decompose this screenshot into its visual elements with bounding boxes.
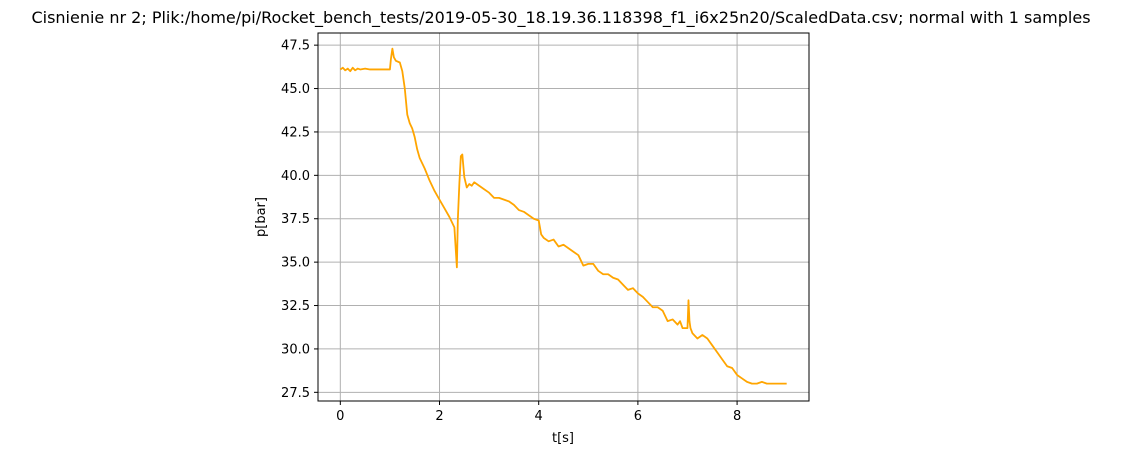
plot-frame [317,32,810,402]
ticks: 0 2 4 6 8 27.5 30.0 32.5 35.0 37.5 40.0 42.5 45.0 47.… [281,39,741,424]
x-tick-label: 4 [535,409,543,424]
y-tick-label: 27.5 [281,386,310,401]
series-line [339,47,787,385]
y-tick-label: 42.5 [281,125,310,140]
y-tick-label: 40.0 [281,169,310,184]
x-tick-label: 6 [634,409,642,424]
x-tick-label: 8 [733,409,741,424]
grid [318,33,809,401]
y-tick-label: 47.5 [281,39,310,54]
y-tick-label: 35.0 [281,256,310,271]
x-tick-label: 0 [336,409,344,424]
y-tick-label: 45.0 [281,82,310,97]
y-tick-label: 30.0 [281,342,310,357]
y-tick-label: 32.5 [281,299,310,314]
chart-title: Cisnienie nr 2; Plik:/home/pi/Rocket_ben… [31,8,1090,28]
y-tick-label: 37.5 [281,212,310,227]
x-tick-label: 2 [435,409,443,424]
series-lines [339,47,787,385]
x-axis-label: t[s] [552,431,574,446]
y-axis-label: p[bar] [254,197,269,237]
